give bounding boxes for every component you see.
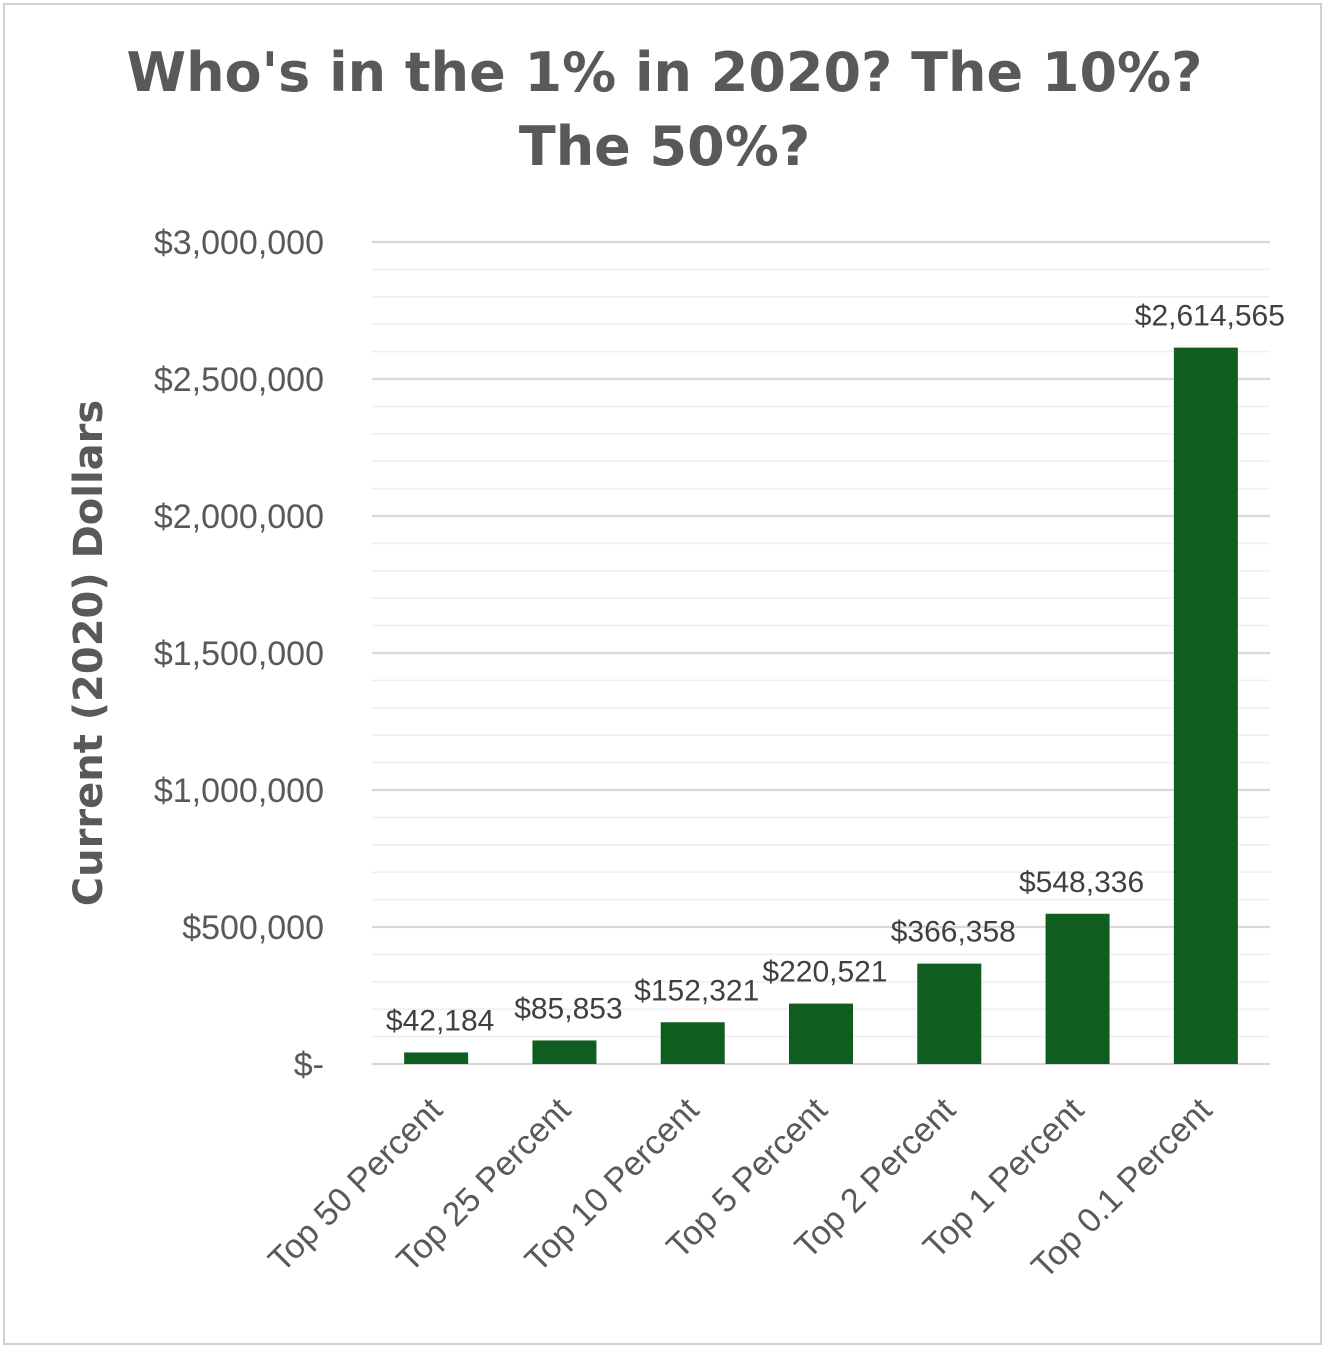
chart-title-line-1: Who's in the 1% in 2020? The 10%? xyxy=(126,41,1203,104)
chart-title-line-2: The 50%? xyxy=(518,115,811,178)
data-label: $152,321 xyxy=(634,974,759,1007)
bar xyxy=(917,963,982,1064)
y-tick-label: $1,500,000 xyxy=(154,635,324,673)
y-tick-label: $2,500,000 xyxy=(154,361,324,399)
y-tick-label: $- xyxy=(294,1046,324,1084)
chart-title: Who's in the 1% in 2020? The 10%? The 50… xyxy=(0,36,1329,184)
data-label: $42,184 xyxy=(386,1004,494,1037)
y-axis-ticks: $- $500,000 $1,000,000 $1,500,000 $2,000,000… xyxy=(154,224,324,1084)
data-label: $548,336 xyxy=(1019,866,1144,899)
data-label: $2,614,565 xyxy=(1135,300,1285,333)
chart-frame xyxy=(3,3,1322,1345)
gridlines xyxy=(372,240,1270,1066)
bar xyxy=(789,1003,853,1064)
bar xyxy=(1045,913,1110,1064)
y-axis-title: Current (2020) Dollars xyxy=(66,400,112,906)
bar xyxy=(1173,347,1238,1064)
bar xyxy=(404,1052,469,1064)
y-tick-label: $2,000,000 xyxy=(154,498,324,536)
bar xyxy=(532,1040,597,1064)
y-tick-label: $3,000,000 xyxy=(154,224,324,262)
y-tick-label: $1,000,000 xyxy=(154,772,324,810)
bar xyxy=(660,1022,725,1064)
data-label: $366,358 xyxy=(891,916,1016,949)
y-tick-label: $500,000 xyxy=(182,909,324,947)
bars xyxy=(404,347,1238,1064)
data-labels: $42,184 $85,853 $152,321$220,521$366,358$5… xyxy=(386,300,1285,1038)
data-label: $85,853 xyxy=(514,992,622,1025)
data-label: $220,521 xyxy=(762,956,887,989)
